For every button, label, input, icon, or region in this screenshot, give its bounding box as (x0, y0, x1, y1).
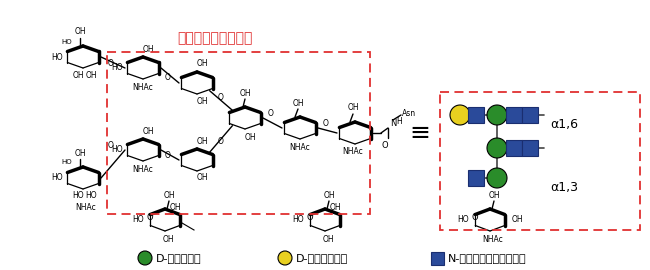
Text: OH: OH (196, 137, 208, 146)
Text: ≡: ≡ (410, 121, 430, 145)
Text: O: O (268, 109, 274, 117)
Text: HO: HO (72, 191, 84, 201)
Text: O: O (307, 214, 313, 222)
Text: α1,6: α1,6 (550, 118, 578, 131)
Text: O: O (472, 214, 478, 222)
Text: OH: OH (322, 235, 334, 244)
Text: OH: OH (85, 70, 97, 79)
Text: O: O (147, 214, 153, 222)
Text: O: O (218, 93, 224, 102)
Text: NHAc: NHAc (343, 147, 363, 157)
Text: HO: HO (62, 160, 72, 166)
Bar (468, 170, 484, 186)
Text: OH: OH (196, 96, 208, 106)
Text: OH: OH (163, 191, 175, 201)
Text: H: H (396, 116, 402, 126)
Text: N: N (390, 119, 396, 127)
Bar (506, 107, 522, 123)
Text: D-ガラクトース: D-ガラクトース (296, 253, 348, 263)
Text: HO: HO (292, 215, 304, 224)
Text: OH: OH (162, 235, 174, 244)
Text: OH: OH (72, 70, 84, 79)
Text: OH: OH (196, 174, 208, 183)
Bar (522, 107, 538, 123)
Text: OH: OH (169, 202, 181, 211)
Text: HO: HO (457, 215, 469, 224)
Text: NHAc: NHAc (290, 143, 311, 151)
Text: α1,3: α1,3 (550, 181, 578, 194)
Text: OH: OH (239, 89, 251, 97)
Text: NHAc: NHAc (482, 235, 503, 244)
Circle shape (487, 105, 507, 125)
Text: NHAc: NHAc (75, 202, 96, 211)
Bar (522, 140, 538, 156)
Text: トリマンノシルコア: トリマンノシルコア (177, 31, 253, 45)
Text: HO: HO (111, 63, 123, 73)
Text: OH: OH (347, 103, 359, 113)
Text: OH: OH (244, 133, 256, 141)
Text: HO: HO (85, 191, 97, 201)
Text: OH: OH (142, 45, 154, 53)
Text: NHAc: NHAc (133, 164, 153, 174)
Bar (430, 251, 443, 265)
Text: Asn: Asn (402, 109, 416, 117)
Text: NHAc: NHAc (133, 83, 153, 92)
Text: O: O (218, 137, 224, 147)
Circle shape (278, 251, 292, 265)
Text: O: O (322, 119, 328, 127)
Bar (468, 107, 484, 123)
Text: HO: HO (51, 52, 63, 62)
Bar (506, 140, 522, 156)
Text: OH: OH (323, 191, 335, 201)
Text: OH: OH (196, 59, 208, 69)
Circle shape (450, 105, 470, 125)
Text: O: O (108, 59, 114, 68)
Circle shape (487, 138, 507, 158)
Text: OH: OH (292, 99, 304, 107)
Text: OH: OH (329, 202, 341, 211)
Text: O: O (165, 73, 171, 83)
Circle shape (138, 251, 152, 265)
Text: HO: HO (51, 174, 63, 183)
Circle shape (487, 168, 507, 188)
Text: OH: OH (488, 191, 500, 201)
Text: HO: HO (132, 215, 144, 224)
Text: OH: OH (142, 127, 154, 136)
Text: HO: HO (111, 146, 123, 154)
Text: O: O (165, 150, 171, 160)
Text: OH: OH (511, 215, 523, 224)
Text: D-マンノース: D-マンノース (156, 253, 202, 263)
Text: N-アセチルグルコサミン: N-アセチルグルコサミン (448, 253, 526, 263)
Text: OH: OH (74, 28, 86, 36)
Text: O: O (108, 140, 114, 150)
Text: HO: HO (62, 39, 72, 45)
Text: O: O (382, 140, 388, 150)
Text: OH: OH (74, 148, 86, 157)
